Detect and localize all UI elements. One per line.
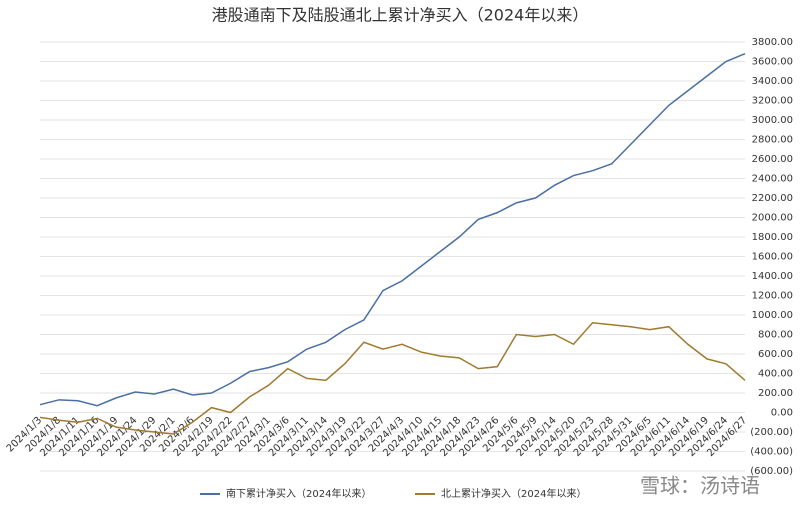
y-tick-label: 200.00 <box>758 388 793 399</box>
y-tick-label: 400.00 <box>758 369 793 380</box>
y-tick-label: 3000.00 <box>752 115 793 126</box>
y-tick-label: 0.00 <box>771 408 793 419</box>
watermark: 雪球：汤诗语 <box>640 474 760 498</box>
y-tick-label: 2000.00 <box>752 213 793 224</box>
y-tick-label: 3800.00 <box>752 37 793 48</box>
series-line <box>39 53 746 407</box>
y-tick-label: 1200.00 <box>752 291 793 302</box>
y-tick-label: (600.00) <box>750 466 793 477</box>
y-tick-label: (200.00) <box>750 427 793 438</box>
legend-label: 南下累计净买入（2024年以来） <box>226 487 371 500</box>
y-tick-label: 3600.00 <box>752 57 793 68</box>
y-tick-label: 2800.00 <box>752 135 793 146</box>
series-line <box>39 322 746 435</box>
y-tick-label: 3200.00 <box>752 96 793 107</box>
y-tick-label: 1400.00 <box>752 271 793 282</box>
y-tick-label: 1600.00 <box>752 252 793 263</box>
y-tick-label: 600.00 <box>758 349 793 360</box>
y-tick-label: 2600.00 <box>752 154 793 165</box>
y-tick-label: 2400.00 <box>752 174 793 185</box>
y-tick-label: 3400.00 <box>752 76 793 87</box>
y-tick-label: 1800.00 <box>752 232 793 243</box>
chart-title: 港股通南下及陆股通北上累计净买入（2024年以来） <box>212 6 589 25</box>
y-tick-label: (400.00) <box>750 447 793 458</box>
y-tick-label: 2200.00 <box>752 193 793 204</box>
y-tick-label: 800.00 <box>758 330 793 341</box>
legend-label: 北上累计净买入（2024年以来） <box>441 487 586 500</box>
y-tick-label: 1000.00 <box>752 310 793 321</box>
